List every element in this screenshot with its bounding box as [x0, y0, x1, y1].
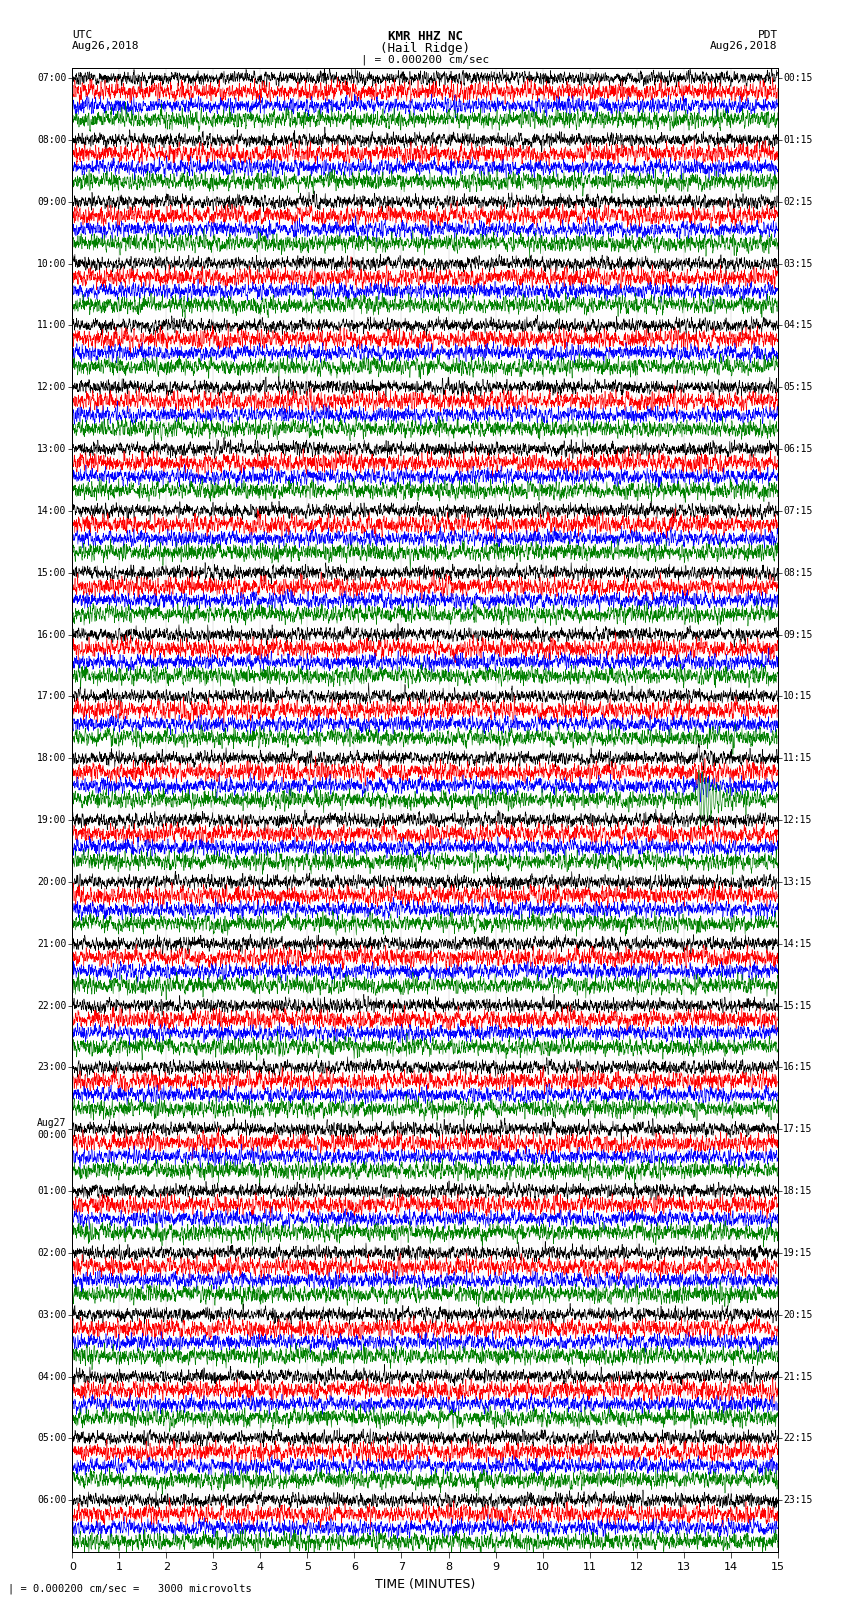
Text: UTC
Aug26,2018: UTC Aug26,2018	[72, 31, 139, 52]
X-axis label: TIME (MINUTES): TIME (MINUTES)	[375, 1578, 475, 1590]
Text: KMR HHZ NC: KMR HHZ NC	[388, 31, 462, 44]
Text: PDT
Aug26,2018: PDT Aug26,2018	[711, 31, 778, 52]
Text: | = 0.000200 cm/sec: | = 0.000200 cm/sec	[361, 55, 489, 66]
Text: | = 0.000200 cm/sec =   3000 microvolts: | = 0.000200 cm/sec = 3000 microvolts	[8, 1584, 252, 1594]
Text: (Hail Ridge): (Hail Ridge)	[380, 42, 470, 55]
